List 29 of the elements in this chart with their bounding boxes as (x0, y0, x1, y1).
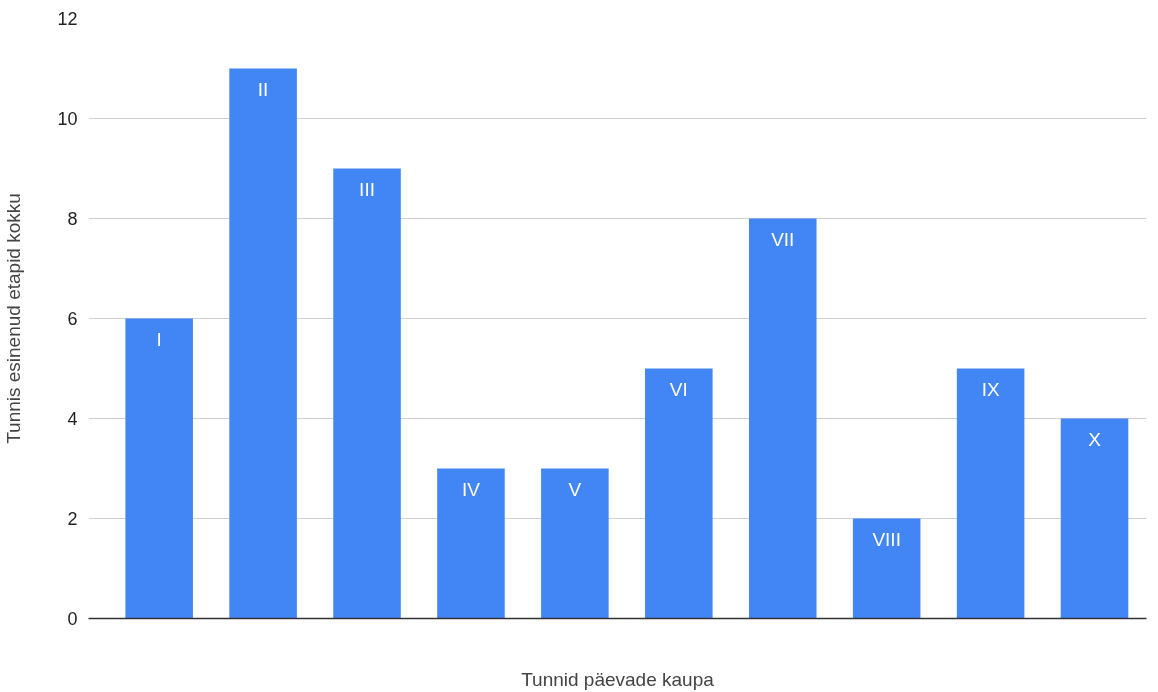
bar (645, 368, 713, 619)
y-axis-title: Tunnis esinenud etapid kokku (3, 193, 25, 444)
y-tick-label: 10 (57, 109, 78, 129)
bar (333, 168, 401, 619)
bar (541, 468, 609, 619)
bar (852, 518, 921, 619)
bar (1060, 418, 1129, 619)
bar (125, 318, 193, 619)
y-tick-label: 2 (67, 509, 78, 529)
x-tick-label: VII (771, 228, 795, 250)
bar (748, 218, 817, 619)
bar (956, 368, 1025, 619)
x-tick-label: X (1088, 428, 1102, 450)
x-tick-label: V (568, 478, 582, 500)
x-axis-title: Tunnid päevade kaupa (521, 668, 715, 690)
x-tick-label: III (359, 178, 375, 200)
y-tick-label: 12 (57, 9, 78, 29)
x-tick-label: II (257, 78, 269, 100)
x-tick-label: VI (669, 378, 688, 400)
bar (437, 468, 505, 619)
bar (229, 68, 297, 619)
y-tick-label: 6 (67, 309, 78, 329)
x-tick-label: I (156, 328, 162, 350)
y-tick-label: 0 (67, 609, 78, 629)
y-tick-label: 4 (67, 409, 78, 429)
x-tick-label: IX (981, 378, 1000, 400)
x-tick-label: IV (461, 478, 481, 500)
y-tick-label: 8 (67, 209, 78, 229)
x-tick-label: VIII (872, 528, 901, 550)
